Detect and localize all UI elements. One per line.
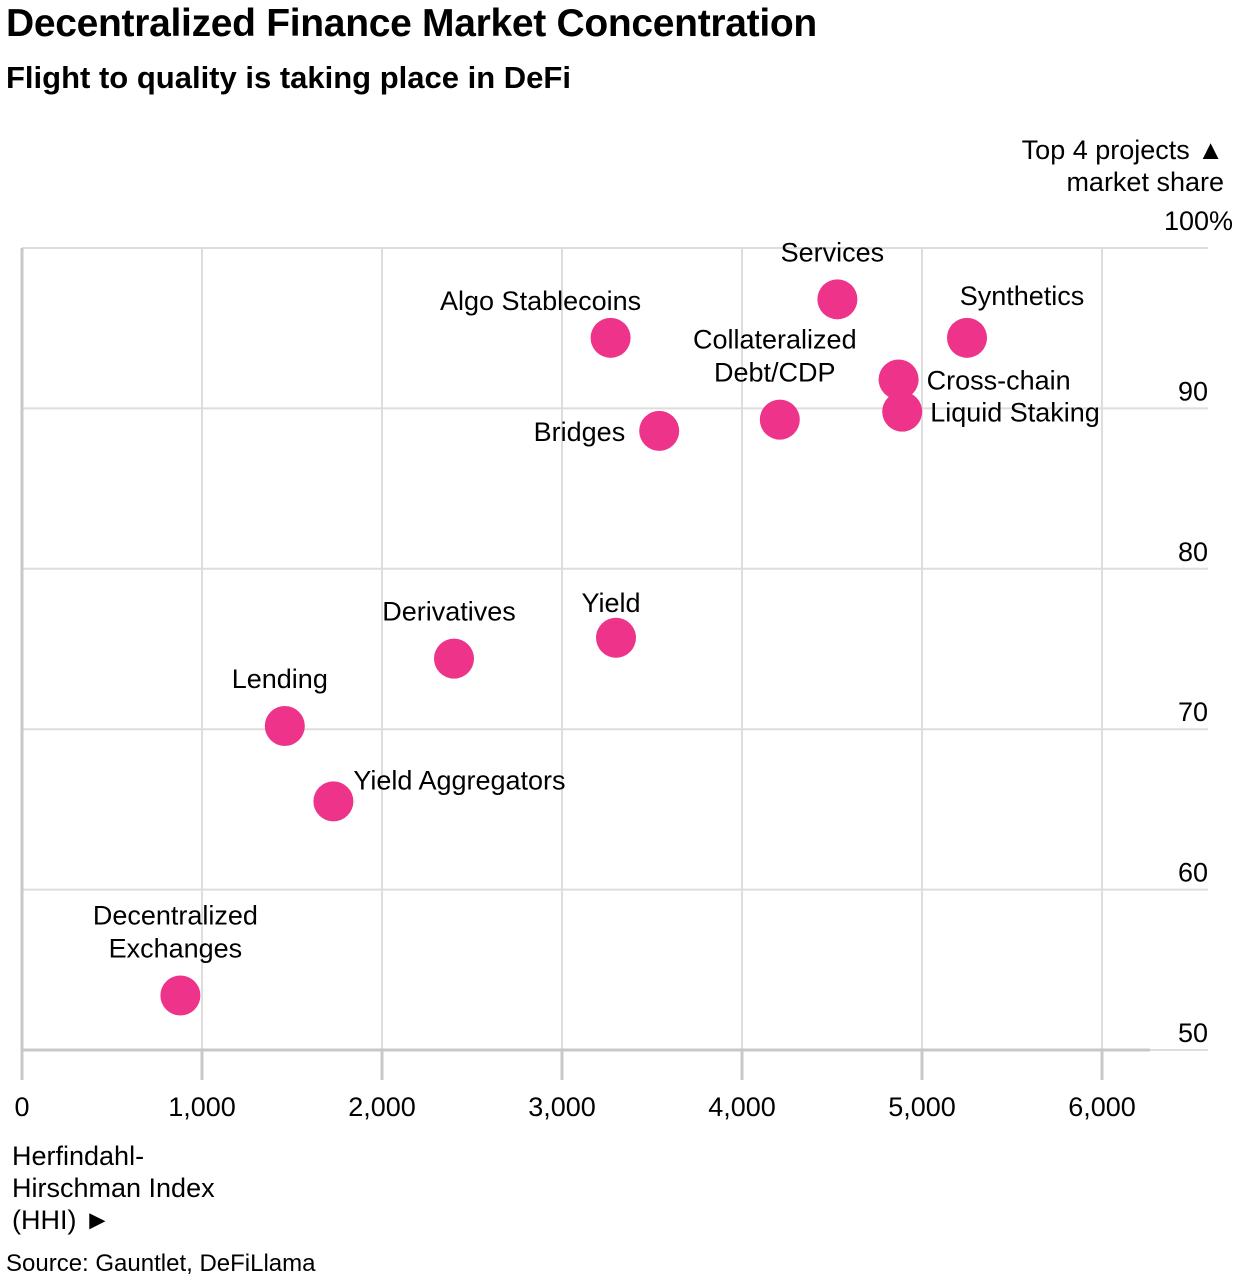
label-services: Services: [781, 237, 885, 267]
point-bridges: [639, 410, 680, 451]
point-algo-stablecoins: [590, 317, 631, 358]
x-axis-label: Herfindahl- Hirschman Index (HHI) ►: [12, 1140, 215, 1236]
point-derivatives: [434, 638, 474, 679]
label-line: Services: [781, 237, 885, 267]
label-line: Synthetics: [960, 281, 1085, 311]
label-bridges: Bridges: [534, 417, 626, 447]
point-synthetics: [947, 317, 987, 358]
y-axis-label-line-1: Top 4 projects ▲: [1021, 135, 1224, 165]
data-points: [160, 279, 987, 1016]
label-yield-aggregators: Yield Aggregators: [353, 765, 565, 795]
label-line: Liquid Staking: [930, 398, 1100, 428]
label-line: Yield Aggregators: [353, 765, 565, 795]
y-tick-label-3: 70: [1178, 697, 1208, 727]
x-axis-label-line-2: Hirschman Index: [12, 1173, 215, 1203]
x-tick-label-4: 4,000: [708, 1092, 776, 1122]
label-synthetics: Synthetics: [960, 281, 1085, 311]
label-line: Bridges: [534, 417, 626, 447]
label-line: Algo Stablecoins: [440, 286, 641, 316]
label-line: Lending: [232, 664, 328, 694]
label-line: Cross-chain: [927, 366, 1071, 396]
label-derivatives: Derivatives: [382, 597, 516, 627]
point-lending: [264, 705, 305, 746]
y-tick-label-0: 100%: [1164, 206, 1233, 236]
y-tick-label-1: 90: [1178, 376, 1208, 406]
x-axis-label-line-3: (HHI) ►: [12, 1205, 111, 1235]
label-liquid-staking: Liquid Staking: [930, 398, 1100, 428]
label-lending: Lending: [232, 664, 328, 694]
label-line: Derivatives: [382, 597, 516, 627]
label-algo-stablecoins: Algo Stablecoins: [440, 286, 641, 316]
y-axis-label: Top 4 projects ▲ market share: [1022, 134, 1224, 198]
point-cross-chain: [878, 359, 919, 400]
grid: [20, 247, 1208, 1080]
label-cross-chain: Cross-chain: [927, 366, 1071, 396]
label-line: Exchanges: [109, 933, 243, 963]
label-decentralized-exchanges: Decentralized Exchanges: [93, 900, 258, 963]
label-line: Collateralized: [693, 325, 857, 355]
chart-title: Decentralized Finance Market Concentrati…: [6, 2, 817, 45]
x-axis-label-line-1: Herfindahl-: [12, 1141, 145, 1171]
y-tick-label-4: 60: [1178, 858, 1208, 888]
label-yield: Yield: [581, 588, 640, 618]
x-tick-label-6: 6,000: [1068, 1092, 1136, 1122]
data-labels: Services Synthetics Algo Stablecoins Cross-…: [93, 237, 1100, 963]
label-line: Yield: [581, 588, 640, 618]
label-collateralized-debt-cdp: Collateralized Debt/CDP: [693, 325, 857, 388]
chart-subtitle: Flight to quality is taking place in DeF…: [6, 60, 571, 95]
x-tick-label-0: 0: [14, 1092, 29, 1122]
x-tick-label-2: 2,000: [348, 1092, 416, 1122]
point-yield-aggregators: [313, 781, 354, 822]
point-collateralized-debt-cdp: [759, 399, 800, 440]
x-tick-label-1: 1,000: [168, 1092, 236, 1122]
point-decentralized-exchanges: [160, 975, 201, 1016]
x-tick-label-3: 3,000: [528, 1092, 596, 1122]
x-tick-label-5: 5,000: [888, 1092, 956, 1122]
y-axis-label-line-2: market share: [1066, 167, 1224, 197]
point-liquid-staking: [882, 391, 923, 432]
label-line: Decentralized: [93, 900, 258, 930]
label-line: Debt/CDP: [714, 358, 836, 388]
axis-ticks: 0 1,000 2,000 3,000 4,000 5,000 6,000 100% 90 80 7…: [14, 206, 1233, 1122]
point-services: [817, 279, 858, 320]
source-note: Source: Gauntlet, DeFiLlama: [6, 1250, 316, 1277]
y-tick-label-2: 80: [1178, 537, 1208, 567]
point-yield: [596, 617, 636, 658]
y-tick-label-5: 50: [1178, 1018, 1208, 1048]
